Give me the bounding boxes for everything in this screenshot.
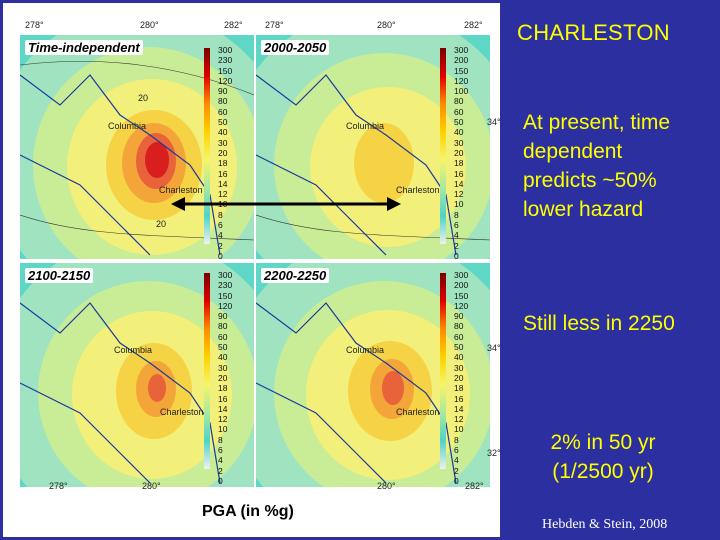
lon-tick: 282°: [464, 20, 483, 30]
city-label-columbia: Columbia: [108, 121, 147, 131]
map-panel-2200-2250: 2200-2250 Columbia Charleston: [256, 263, 490, 487]
colorbar-labels-2: 300 200 150 120 100 80 60 50 40 30 20 18 16 14 12 10 8 6 4…: [454, 45, 469, 261]
colorbar-labels-1: 3002301501209080605040302018161412108642…: [218, 45, 233, 261]
bullet-3: 2% in 50 yr (1/2500 yr): [550, 431, 656, 483]
panel-title: 2200-2250: [261, 268, 330, 283]
bullet-2: Still less in 2250: [523, 312, 675, 335]
city-label-charleston: Charleston: [160, 407, 204, 417]
colorbar-labels-3: 300 230 150 120 90 80 60 50 40 30 20 18 16 14 12 10 8 6 4 2…: [218, 270, 233, 486]
panel-title: 2000-2050: [261, 40, 330, 55]
contour-label: 20: [156, 219, 167, 229]
hazard-map-4: [256, 263, 490, 487]
slide-title: CHARLESTON: [517, 20, 670, 45]
panel-title: 2100-2150: [25, 268, 94, 283]
lon-tick: 280°: [377, 20, 396, 30]
x-axis-label: PGA (in %g): [202, 503, 294, 520]
lat-tick: 32°: [487, 448, 501, 458]
contour-label: 20: [138, 93, 149, 103]
colorbar-1: [204, 48, 210, 244]
city-label-columbia: Columbia: [346, 121, 385, 131]
lon-tick: 278°: [265, 20, 284, 30]
panel-title: Time-independent: [25, 40, 143, 55]
city-label-columbia: Columbia: [346, 345, 385, 355]
colorbar-3: [204, 273, 210, 469]
lon-tick: 280°: [140, 20, 159, 30]
colorbar-2: [440, 48, 446, 244]
lon-tick: 278°: [49, 481, 68, 491]
lon-tick: 280°: [142, 481, 161, 491]
citation: Hebden & Stein, 2008: [542, 517, 668, 532]
city-label-columbia: Columbia: [114, 345, 153, 355]
hazard-map-2: [256, 35, 490, 259]
lon-tick: 278°: [25, 20, 44, 30]
map-panel-2100-2150: 2100-2150 Columbia Charleston: [20, 263, 254, 487]
lat-tick: 34°: [487, 117, 501, 127]
city-label-charleston: Charleston: [159, 185, 203, 195]
lat-tick: 34°: [487, 343, 501, 353]
city-label-charleston: Charleston: [396, 185, 440, 195]
colorbar-4: [440, 273, 446, 469]
hazard-map-figure: Time-independent Columbia Charleston 20 …: [3, 3, 501, 537]
lon-tick: 280°: [377, 481, 396, 491]
lon-tick: 282°: [465, 481, 484, 491]
lon-tick: 282°: [224, 20, 243, 30]
hazard-map-3: [20, 263, 254, 487]
comparison-arrow: [171, 197, 401, 211]
colorbar-labels-4: 300 200 150 120 90 80 60 50 40 30 20 18 16 14 12 10 8 6 4 2…: [454, 270, 469, 486]
map-panel-2000-2050: 2000-2050 Columbia Charleston: [256, 35, 490, 259]
city-label-charleston: Charleston: [396, 407, 440, 417]
bullet-1: At present, time dependent predicts ~50%…: [523, 111, 671, 221]
